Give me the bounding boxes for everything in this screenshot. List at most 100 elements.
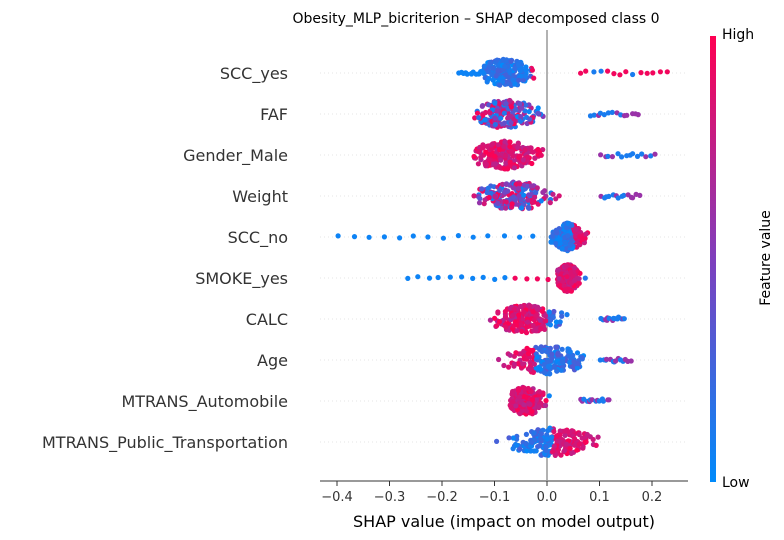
- shap-dot: [505, 188, 511, 194]
- shap-dot: [494, 108, 500, 114]
- shap-dot: [523, 408, 529, 414]
- shap-dot: [576, 441, 583, 447]
- shap-dot: [624, 112, 630, 118]
- shap-dot: [502, 308, 508, 315]
- shap-dot: [534, 306, 540, 312]
- shap-dot: [546, 309, 552, 315]
- shap-dot: [532, 313, 539, 319]
- shap-dot: [493, 73, 499, 79]
- feature-label: Age: [257, 351, 288, 370]
- shap-dot: [532, 194, 538, 200]
- shap-dot: [503, 101, 509, 107]
- shap-dot: [518, 303, 524, 310]
- shap-dot: [517, 181, 523, 187]
- shap-dot: [525, 197, 531, 203]
- shap-dot: [550, 449, 556, 455]
- shap-dot: [598, 152, 604, 158]
- shap-dot: [556, 283, 563, 289]
- shap-dot: [525, 350, 532, 357]
- shap-dot: [542, 402, 549, 409]
- shap-dot: [559, 359, 565, 365]
- shap-dot: [495, 310, 501, 316]
- shap-dot: [544, 349, 550, 355]
- dots-layer: [335, 56, 670, 458]
- shap-dot: [477, 196, 483, 202]
- feature-label: SCC_yes: [220, 64, 288, 84]
- shap-dot: [525, 183, 531, 189]
- shap-dot: [635, 112, 641, 118]
- shap-dot: [536, 389, 543, 395]
- shap-dot: [474, 110, 481, 116]
- shap-dot: [501, 362, 507, 369]
- shap-dot: [525, 204, 532, 210]
- shap-dot: [621, 192, 627, 198]
- shap-dot: [483, 149, 489, 155]
- shap-dot: [381, 234, 387, 240]
- shap-dot: [566, 353, 573, 359]
- row-gridlines: [320, 72, 688, 443]
- shap-dot: [630, 71, 636, 78]
- shap-dot: [440, 235, 446, 241]
- shap-dot: [554, 344, 560, 350]
- shap-dot: [335, 233, 341, 239]
- shap-dot: [637, 192, 643, 198]
- shap-dot: [562, 428, 568, 434]
- shap-dot: [524, 154, 531, 160]
- shap-dot: [543, 318, 549, 324]
- shap-dot: [510, 194, 517, 200]
- shap-dot: [531, 317, 537, 323]
- shap-dot: [518, 321, 524, 327]
- shap-dot: [559, 346, 565, 352]
- shap-dot: [569, 237, 575, 243]
- shap-dot: [524, 448, 530, 454]
- shap-dot: [478, 154, 484, 160]
- x-tick-label: −0.2: [426, 490, 458, 505]
- x-tick-label: 0.0: [537, 490, 558, 505]
- shap-dot: [522, 73, 529, 79]
- shap-dot: [487, 317, 493, 323]
- shap-dot: [517, 153, 523, 159]
- shap-dot: [522, 147, 528, 153]
- shap-dot: [507, 305, 513, 311]
- shap-dot: [605, 68, 611, 74]
- shap-dot: [553, 433, 559, 439]
- shap-dot: [549, 355, 555, 361]
- shap-dot: [515, 387, 522, 393]
- shap-dot: [664, 69, 670, 75]
- shap-dot: [530, 309, 536, 315]
- shap-dot: [512, 65, 518, 71]
- shap-dot: [479, 69, 485, 75]
- shap-dot: [351, 234, 358, 240]
- shap-dot: [573, 233, 579, 239]
- shap-dot: [546, 393, 552, 399]
- shap-dot: [650, 70, 656, 76]
- shap-dot: [464, 71, 470, 77]
- x-tick-label: −0.4: [321, 490, 353, 505]
- shap-dot: [435, 274, 441, 281]
- shap-dot: [567, 349, 573, 355]
- shap-dot: [543, 447, 549, 453]
- shap-dot: [652, 151, 658, 157]
- shap-dot: [498, 157, 504, 163]
- shap-dot: [573, 226, 579, 232]
- shap-dot: [543, 444, 549, 450]
- shap-dot: [519, 105, 525, 111]
- shap-dot: [574, 350, 581, 356]
- shap-dot: [534, 185, 540, 191]
- shap-dot: [558, 452, 564, 458]
- shap-dot: [557, 240, 564, 246]
- feature-label: CALC: [246, 310, 288, 329]
- shap-dot: [507, 159, 513, 165]
- shap-dot: [561, 448, 568, 454]
- shap-dot: [567, 243, 573, 249]
- shap-dot: [544, 436, 550, 442]
- shap-dot: [510, 435, 516, 441]
- shap-dot: [546, 370, 553, 376]
- shap-dot: [496, 319, 502, 325]
- shap-dot: [524, 276, 530, 282]
- shap-dot: [489, 146, 495, 152]
- shap-dot: [479, 186, 485, 192]
- colorbar-low-label: Low: [722, 475, 750, 491]
- shap-dot: [482, 197, 488, 203]
- shap-dot: [497, 147, 503, 153]
